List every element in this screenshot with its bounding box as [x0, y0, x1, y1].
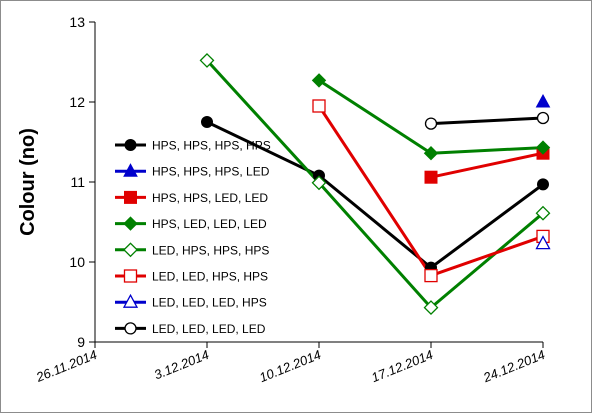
- x-tick-label: 10.12.2014: [257, 347, 323, 385]
- legend-label: HPS, LED, LED, LED: [152, 217, 267, 231]
- series-5-segment: [205, 58, 321, 185]
- series-5-point: [423, 300, 439, 316]
- series-4-segment: [317, 78, 433, 155]
- series-1-segment: [205, 120, 321, 178]
- legend-label: HPS, HPS, HPS, HPS: [152, 139, 271, 153]
- legend-swatch-marker: [124, 139, 137, 151]
- series-8-segment: [429, 116, 545, 126]
- legend-entry: LED, LED, LED, LED: [115, 322, 266, 336]
- legend-swatch-marker: [122, 293, 139, 308]
- series-5-point: [535, 205, 551, 221]
- series-markers: [199, 52, 551, 316]
- y-tick-label: 11: [70, 174, 85, 190]
- series-8-point: [536, 111, 550, 125]
- x-tick-label: 17.12.2014: [369, 347, 435, 385]
- series-6-segment: [429, 234, 545, 278]
- series-1-segment: [317, 174, 433, 270]
- series-4-point: [423, 145, 439, 161]
- series-5-segment: [317, 181, 433, 310]
- y-axis-label: Colour (no): [17, 128, 39, 236]
- series-lines: [205, 58, 545, 310]
- legend-swatch-marker: [124, 322, 137, 335]
- legend-entry: LED, LED, LED, HPS: [115, 293, 267, 310]
- y-tick-label: 12: [69, 94, 85, 110]
- legend-label: HPS, HPS, HPS, LED: [152, 165, 270, 179]
- legend-swatch-marker: [124, 190, 137, 204]
- legend: HPS, HPS, HPS, HPS HPS, HPS, HPS, LED HPS,…: [115, 139, 271, 336]
- legend-entry: HPS, HPS, HPS, HPS: [115, 139, 271, 153]
- legend-entry: LED, LED, HPS, HPS: [115, 269, 268, 284]
- x-tick-label: 3.12.2014: [152, 347, 211, 383]
- legend-swatch-marker: [123, 242, 138, 258]
- legend-swatch-marker: [123, 163, 138, 177]
- series-4-segment: [429, 146, 545, 155]
- y-tick-label: 13: [69, 14, 85, 30]
- series-5-segment: [429, 211, 545, 310]
- x-tick-label: 26.11.2014: [33, 347, 99, 385]
- series-1-segment: [429, 182, 545, 270]
- legend-label: HPS, HPS, LED, LED: [152, 191, 268, 205]
- series-7-point: [535, 235, 551, 250]
- series-8-point: [424, 117, 438, 130]
- y-tick-label: 9: [77, 334, 85, 350]
- series-4-point: [535, 140, 551, 155]
- series-1-point: [201, 116, 213, 128]
- y-tick-label: 10: [69, 254, 85, 270]
- series-2-point: [535, 93, 551, 108]
- axes: 9 10 11 12 13 26.11.2014 3.12.2014 10.12.2014 17…: [33, 14, 547, 386]
- legend-label: LED, LED, LED, HPS: [152, 296, 267, 310]
- legend-entry: HPS, HPS, HPS, LED: [115, 163, 270, 179]
- legend-label: LED, LED, HPS, HPS: [152, 270, 268, 284]
- legend-entry: LED, HPS, HPS, HPS: [115, 242, 269, 258]
- series-4-point: [311, 73, 327, 88]
- series-3-point: [424, 170, 438, 184]
- series-3-segment: [429, 151, 545, 179]
- legend-swatch-marker: [123, 216, 138, 231]
- series-5-point: [199, 52, 215, 68]
- series-6-point: [424, 268, 438, 283]
- legend-label: LED, LED, LED, LED: [152, 322, 266, 336]
- x-tick-label: 24.12.2014: [480, 347, 547, 386]
- legend-entry: HPS, LED, LED, LED: [115, 216, 267, 231]
- legend-swatch-marker: [123, 269, 138, 283]
- series-5-point: [311, 175, 327, 191]
- legend-entry: HPS, HPS, LED, LED: [115, 190, 268, 205]
- series-1-point: [537, 178, 549, 191]
- legend-label: LED, HPS, HPS, HPS: [152, 243, 269, 257]
- series-6-point: [312, 99, 326, 113]
- series-6-segment: [317, 104, 433, 278]
